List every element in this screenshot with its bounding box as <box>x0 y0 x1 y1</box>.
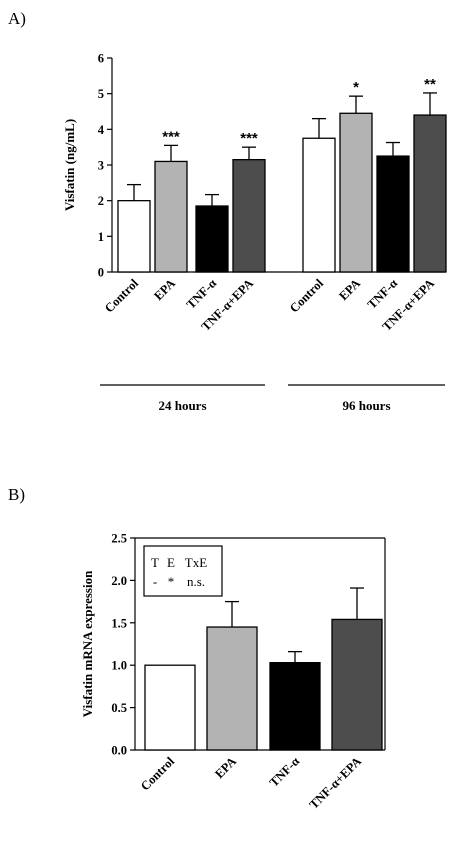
legend-value: * <box>168 574 175 589</box>
bar <box>154 160 188 273</box>
y-tick-label: 2 <box>98 194 104 208</box>
category-label: TNF-α <box>184 276 219 311</box>
bar <box>269 662 321 751</box>
legend-value: n.s. <box>187 574 205 589</box>
legend-header: T <box>151 555 159 570</box>
y-tick-label: 6 <box>98 52 104 66</box>
significance-marker: * <box>353 79 359 96</box>
category-label: TNF-α+EPA <box>307 754 365 812</box>
y-tick-label: 2.5 <box>111 532 127 546</box>
category-label: TNF-α <box>267 754 302 789</box>
bar <box>302 137 336 273</box>
legend-value: - <box>153 574 157 589</box>
bar <box>339 112 373 273</box>
panel-a-label: A) <box>8 9 26 28</box>
bar <box>206 626 258 751</box>
legend-header: E <box>167 555 175 570</box>
group-label: 96 hours <box>342 398 390 413</box>
y-axis-title: Visfatin (ng/mL) <box>62 119 77 211</box>
y-axis-title: Visfatin mRNA expression <box>80 570 95 717</box>
y-tick-label: 2.0 <box>111 574 127 588</box>
category-label: EPA <box>212 754 239 781</box>
y-tick-label: 0.0 <box>111 744 127 758</box>
category-label: EPA <box>336 276 363 303</box>
significance-marker: ** <box>424 76 436 93</box>
chart-b: 0.0 0.5 1.0 1.5 2.0 2.5 Visfatin mRNA expressi… <box>80 532 386 812</box>
y-tick-label: 0.5 <box>111 701 127 715</box>
category-label: Control <box>287 276 327 316</box>
panel-b-label: B) <box>8 485 25 504</box>
legend-header: TxE <box>185 555 207 570</box>
category-label: Control <box>102 276 142 316</box>
y-tick-label: 1.5 <box>111 616 127 630</box>
y-tick-label: 1.0 <box>111 659 127 673</box>
y-tick-label: 1 <box>98 230 104 244</box>
legend-box <box>143 545 223 597</box>
y-tick-label: 3 <box>98 159 104 173</box>
bar <box>331 618 383 751</box>
bar <box>413 114 447 273</box>
category-label: EPA <box>151 276 178 303</box>
y-tick-label: 5 <box>98 87 104 101</box>
y-tick-label: 4 <box>98 123 105 137</box>
bar <box>144 664 196 751</box>
bar <box>195 205 229 273</box>
significance-marker: *** <box>162 128 180 145</box>
category-label: Control <box>138 754 178 794</box>
category-label: TNF-α <box>365 276 400 311</box>
y-tick-label: 0 <box>98 266 104 280</box>
group-label: 24 hours <box>158 398 206 413</box>
bar <box>376 155 410 273</box>
significance-marker: *** <box>240 130 258 147</box>
bar <box>232 158 266 273</box>
bar <box>117 200 151 273</box>
